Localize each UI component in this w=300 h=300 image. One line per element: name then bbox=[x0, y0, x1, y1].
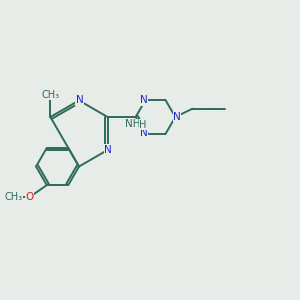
Text: O: O bbox=[26, 192, 34, 202]
Text: NH: NH bbox=[124, 119, 140, 129]
Text: N: N bbox=[104, 145, 112, 155]
Text: CH₃: CH₃ bbox=[41, 90, 59, 100]
Text: H: H bbox=[139, 120, 147, 130]
Text: N: N bbox=[76, 95, 83, 106]
Text: N: N bbox=[173, 112, 181, 122]
Text: N: N bbox=[140, 128, 148, 139]
Text: CH₃: CH₃ bbox=[5, 192, 23, 202]
Text: N: N bbox=[140, 95, 148, 106]
